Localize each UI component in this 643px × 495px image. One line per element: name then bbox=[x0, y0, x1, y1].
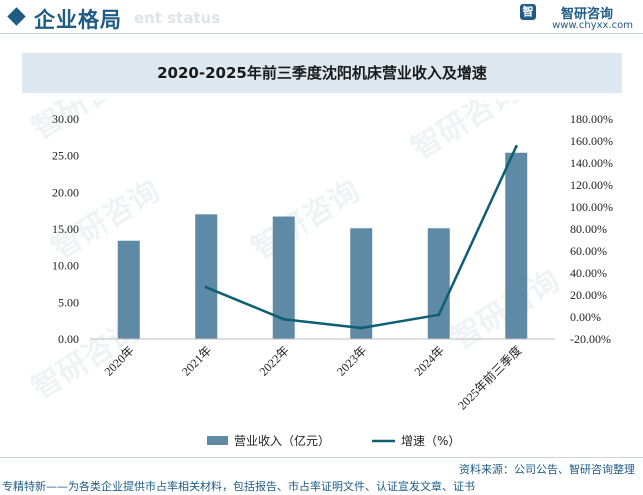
growth-line bbox=[204, 145, 518, 330]
bar-2020年 bbox=[117, 240, 140, 339]
bar-2024年 bbox=[427, 228, 450, 339]
right-tick-label: 100.00% bbox=[570, 200, 613, 214]
legend-line-label: 增速（%） bbox=[401, 434, 460, 448]
page-header: ent status 企业格局 智 智研咨询 www.chyxx.com bbox=[0, 0, 643, 36]
x-axis: 2020年 2021年 2022年 2023年 2024年 2025年前三季度 bbox=[90, 338, 555, 413]
brand-url: www.chyxx.com bbox=[552, 20, 633, 31]
legend-bar-swatch bbox=[207, 436, 228, 445]
growth-point-2024年 bbox=[437, 313, 441, 317]
header-divider bbox=[0, 33, 643, 34]
chart-legend: 营业收入（亿元） 增速（%） bbox=[207, 433, 460, 448]
left-tick-label: 20.00 bbox=[52, 185, 79, 199]
footer-divider bbox=[0, 457, 643, 458]
x-tick-label: 2024年 bbox=[412, 343, 447, 378]
growth-point-2022年 bbox=[282, 317, 286, 321]
growth-point-2021年 bbox=[204, 285, 208, 289]
left-axis: 0.00 5.00 10.00 15.00 20.00 25.00 30.00 bbox=[52, 112, 79, 346]
right-tick-label: 20.00% bbox=[570, 288, 607, 302]
header-subtitle: ent status bbox=[134, 9, 221, 27]
legend-bar-label: 营业收入（亿元） bbox=[234, 433, 330, 448]
growth-point-2025年前三季度 bbox=[514, 145, 518, 148]
bar-2025年前三季度 bbox=[505, 152, 528, 339]
right-tick-label: 80.00% bbox=[570, 222, 607, 236]
footer-tagline: 专精特新——为各类企业提供市占率相关材料，包括报告、市占率证明文件、认证宣发文章… bbox=[2, 480, 475, 493]
left-tick-label: 5.00 bbox=[58, 295, 79, 309]
right-tick-label: 120.00% bbox=[570, 178, 613, 192]
growth-point-2023年 bbox=[359, 326, 363, 330]
right-axis: -20.00% 0.00% 20.00% 40.00% 60.00% 80.00% 100.… bbox=[570, 112, 613, 346]
header-title: 企业格局 bbox=[34, 8, 122, 32]
right-tick-label: 180.00% bbox=[570, 112, 613, 126]
revenue-bars bbox=[117, 152, 528, 339]
right-tick-label: -20.00% bbox=[570, 332, 611, 346]
brand-name: 智研咨询 bbox=[560, 7, 613, 22]
left-tick-label: 10.00 bbox=[52, 259, 79, 273]
right-tick-label: 60.00% bbox=[570, 244, 607, 258]
diamond-icon bbox=[7, 7, 26, 26]
left-tick-label: 30.00 bbox=[52, 112, 79, 126]
left-tick-label: 0.00 bbox=[58, 332, 79, 346]
watermark-text: 智研咨询 bbox=[26, 100, 146, 147]
bar-2021年 bbox=[195, 214, 218, 339]
x-tick-label: 2021年 bbox=[179, 343, 214, 378]
combo-chart: 智研咨询智研咨询智研咨询智研咨询智研咨询智研咨询 0.005.0010.0015… bbox=[26, 100, 613, 448]
right-tick-label: 160.00% bbox=[570, 134, 613, 148]
right-tick-label: 140.00% bbox=[570, 156, 613, 170]
right-tick-label: 40.00% bbox=[570, 266, 607, 280]
left-tick-label: 25.00 bbox=[52, 149, 79, 163]
x-tick-label: 2022年 bbox=[257, 343, 292, 378]
left-tick-label: 15.00 bbox=[52, 222, 79, 236]
bar-2023年 bbox=[350, 228, 373, 339]
logo-icon: 智 bbox=[520, 4, 536, 20]
watermark-text: 智研咨询 bbox=[246, 174, 366, 267]
bar-2022年 bbox=[272, 216, 295, 339]
chart-title: 2020-2025年前三季度沈阳机床营业收入及增速 bbox=[22, 53, 622, 93]
right-tick-label: 0.00% bbox=[570, 310, 601, 324]
watermark-layer: 智研咨询智研咨询智研咨询智研咨询智研咨询智研咨询 bbox=[26, 100, 566, 407]
source-note: 资料来源：公司公告、智研咨询整理 bbox=[459, 463, 635, 476]
x-tick-label: 2023年 bbox=[334, 343, 369, 378]
